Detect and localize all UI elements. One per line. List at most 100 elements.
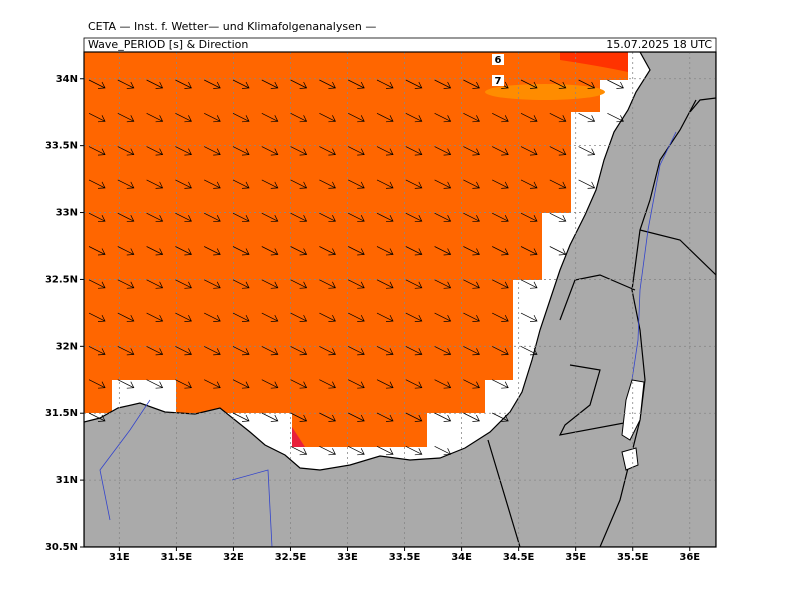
wave-arrow [232,312,250,322]
wave-arrow [88,212,106,223]
wave-arrow [405,146,423,156]
wave-arrow [232,212,250,223]
wave-arrow [146,146,164,156]
wave-arrow [290,346,308,356]
title: CETA — Inst. f. Wetter— und Klimafolgena… [88,20,376,33]
wave-arrow [578,179,596,189]
wave-arrow [348,112,365,123]
wave-arrow [146,112,164,123]
wave-arrow [463,79,480,89]
wave-arrow [492,279,509,289]
wave-arrow [319,212,336,223]
x-tick-label: 33.5E [389,552,421,563]
wave-arrow [434,412,452,422]
x-tick-label: 35.5E [617,552,649,563]
wave-arrow [549,79,567,89]
wave-arrow [204,112,221,123]
wave-arrow [88,112,106,123]
wave-arrow [549,179,567,189]
wave-arrow [290,79,308,89]
wave-arrow [232,146,250,156]
wave-arrow [434,112,452,123]
wave-arrow [492,312,509,322]
wave-arrow [88,146,106,156]
wave-arrow [88,79,106,89]
wave-arrow [434,279,452,289]
wave-arrow [492,246,509,256]
x-tick-label: 35E [565,552,586,563]
grid [84,52,716,547]
wave-arrow [376,412,394,422]
wave-arrow [232,346,250,356]
wave-arrow [232,79,250,89]
wave-arrow [405,412,423,422]
wave-arrow [88,279,106,289]
wave-arrow [88,312,106,322]
wave-arrow [232,179,250,189]
wave-arrow [492,112,509,123]
wave-arrow [204,379,221,389]
wave-arrow [117,346,135,356]
wave-arrow [376,146,394,156]
wave-arrow [232,379,250,389]
wave-arrow [261,212,279,223]
wave-arrow [261,346,279,356]
wave-arrow [204,312,221,322]
wave-arrow [520,246,538,256]
x-tick-label: 31E [109,552,130,563]
wave-arrow [290,412,308,422]
wave-arrow [290,445,308,456]
wave-arrow [405,445,423,456]
wave-arrow [261,279,279,289]
y-tick-label: 30.5N [45,542,78,553]
wave-arrow [405,346,423,356]
wave-arrow [463,346,480,356]
wave-arrow [348,79,365,89]
river [99,399,273,547]
period-band [292,427,305,447]
wave-arrow [549,146,567,156]
wave-arrow [88,346,106,356]
y-tick-label: 33N [56,208,78,219]
x-tick-label: 34.5E [503,552,535,563]
wave-arrow [117,79,135,89]
x-tick-label: 32E [223,552,244,563]
wave-arrow [319,79,336,89]
wave-arrow [348,212,365,223]
border [487,97,716,547]
wave-arrow [492,179,509,189]
wave-arrow [434,179,452,189]
wave-arrow [290,279,308,289]
wave-arrow [463,112,480,123]
wave-arrow [290,379,308,389]
contour-label: 6 [495,55,502,66]
contour-label-bg [492,75,504,86]
wave-arrow [117,146,135,156]
wave-arrow [463,246,480,256]
y-tick-label: 31.5N [45,408,78,419]
wave-arrow [376,246,394,256]
wave-arrow [405,79,423,89]
subtitle: Wave_PERIOD [s] & Direction [88,38,248,51]
wave-arrow [319,179,336,189]
wave-arrow [607,79,624,89]
wave-arrow [405,112,423,123]
wave-arrow [146,279,164,289]
wave-arrow [549,112,567,123]
y-tick-label: 34N [56,74,78,85]
wave-arrow [463,279,480,289]
wave-arrow [261,79,279,89]
wave-arrow [376,179,394,189]
wave-arrow [405,246,423,256]
y-tick-label: 31N [56,475,78,486]
period-band [560,52,628,72]
wave-arrow [376,112,394,123]
wave-arrow [319,246,336,256]
wave-arrow [348,179,365,189]
wave-arrow [376,379,394,389]
wave-arrow [175,79,192,89]
wave-arrow [434,146,452,156]
contour-label-bg [492,54,504,65]
date: 15.07.2025 18 UTC [606,38,712,51]
